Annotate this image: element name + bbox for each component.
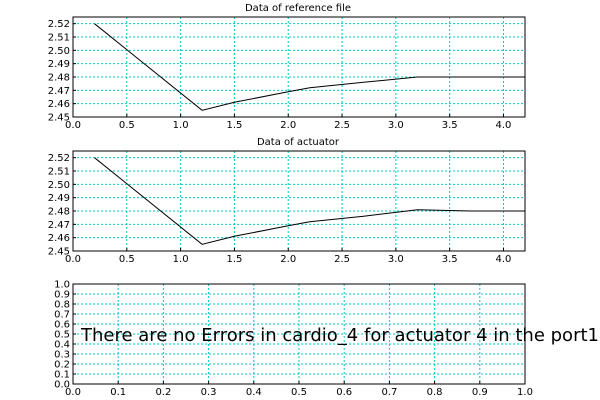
actuator-plot-x-tick-label: 1.0 [173,254,189,265]
actuator-plot-ticks: 0.0 0.5 1.0 1.5 2.0 2.5 3.0 3.5 4.0 2.45 2.46 2.47 2… [48,153,512,265]
actuator-plot-y-tick-label: 2.49 [48,193,70,204]
reference-plot-y-tick-label: 2.45 [48,113,70,124]
error-status-plot-x-tick-label: 1.0 [517,387,533,398]
reference-plot-y-tick-label: 2.49 [48,59,70,70]
reference-plot-y-tick-label: 2.46 [48,99,70,110]
error-status-plot-y-tick-label: 0.3 [54,350,70,361]
error-status-plot-ticks: 0.0 0.1 0.2 0.3 0.4 0.5 0.6 0.7 0.8 0.9 1.00.00.10… [54,280,533,399]
error-status-plot-x-tick-label: 0.5 [291,387,307,398]
reference-plot-y-tick-label: 2.52 [48,19,70,30]
reference-plot-frame [72,16,526,118]
error-status-plot-y-tick-label: 1.0 [54,280,70,291]
actuator-plot-y-tick-label: 2.46 [48,233,70,244]
error-status-plot-y-tick-label: 0.0 [54,380,70,391]
reference-plot-y-tick-label: 2.48 [48,73,70,84]
error-status-plot-x-tick-label: 0.8 [427,387,443,398]
error-status-plot-x-tick-label: 0.1 [110,387,126,398]
error-status-plot-x-tick-label: 0.9 [472,387,488,398]
reference-plot-title: Data of reference file [245,3,351,14]
actuator-plot-y-tick-label: 2.48 [48,207,70,218]
reference-plot-series [94,23,525,111]
actuator-plot-y-tick-label: 2.45 [48,247,70,258]
error-status-plot-y-tick-label: 0.1 [54,370,70,381]
error-status-plot-y-tick-label: 0.7 [54,310,70,321]
actuator-plot-y-tick-label: 2.47 [48,220,70,231]
error-status-plot-y-tick-label: 0.8 [54,300,70,311]
actuator-plot-title: Data of actuator [257,137,340,148]
actuator-plot-y-tick-label: 2.52 [48,153,70,164]
reference-plot-y-tick-label: 2.47 [48,86,70,97]
error-status-plot-x-tick-label: 0.0 [65,387,81,398]
reference-plot-x-tick-label: 3.0 [388,120,404,131]
actuator-plot-x-tick-label: 4.0 [496,254,512,265]
actuator-plot-x-tick-label: 3.0 [388,254,404,265]
reference-plot-series-line [94,23,525,111]
reference-plot-x-tick-label: 2.5 [334,120,350,131]
actuator-plot-x-tick-label: 2.5 [334,254,350,265]
actuator-plot-x-tick-label: 3.5 [442,254,458,265]
actuator-plot-frame [72,150,526,252]
error-status-plot-y-tick-label: 0.9 [54,290,70,301]
error-status-plot: 0.0 0.1 0.2 0.3 0.4 0.5 0.6 0.7 0.8 0.9 1.00.00.10… [54,280,599,399]
reference-plot-y-tick-label: 2.51 [48,33,70,44]
error-status-plot-y-tick-label: 0.4 [54,340,70,351]
actuator-plot: Data of actuator 0.0 0.5 1.0 1.5 2.0 2.5 3.0 3.… [48,137,526,265]
error-status-plot-y-tick-label: 0.5 [54,330,70,341]
error-status-plot-x-tick-label: 0.6 [336,387,352,398]
reference-plot-x-tick-label: 1.5 [226,120,242,131]
error-status-plot-grid [73,284,525,384]
reference-plot: Data of reference file 0.0 0.5 1.0 1.5 2.0 2.… [48,3,526,131]
actuator-plot-x-tick-label: 2.0 [280,254,296,265]
actuator-plot-x-tick-label: 0.5 [119,254,135,265]
error-status-plot-x-tick-label: 0.4 [246,387,262,398]
actuator-plot-y-tick-label: 2.50 [48,180,70,191]
reference-plot-ticks: 0.0 0.5 1.0 1.5 2.0 2.5 3.0 3.5 4.0 2.45 2.46 2.47 2… [48,19,512,131]
error-status-plot-x-tick-label: 0.3 [201,387,217,398]
reference-plot-grid [73,17,525,117]
reference-plot-y-tick-label: 2.50 [48,46,70,57]
reference-plot-x-tick-label: 1.0 [173,120,189,131]
reference-plot-x-tick-label: 3.5 [442,120,458,131]
error-status-plot-y-tick-label: 0.2 [54,360,70,371]
error-status-plot-x-tick-label: 0.7 [381,387,397,398]
actuator-plot-series [94,157,525,245]
actuator-plot-x-tick-label: 0.0 [65,254,81,265]
reference-plot-x-tick-label: 0.0 [65,120,81,131]
actuator-plot-y-tick-label: 2.51 [48,167,70,178]
actuator-plot-series-line [94,157,525,245]
actuator-plot-x-tick-label: 1.5 [226,254,242,265]
actuator-plot-grid [73,151,525,251]
error-status-message: There are no Errors in cardio_4 for actu… [80,325,599,346]
error-status-plot-y-tick-label: 0.6 [54,320,70,331]
reference-plot-x-tick-label: 4.0 [496,120,512,131]
reference-plot-x-tick-label: 0.5 [119,120,135,131]
reference-plot-x-tick-label: 2.0 [280,120,296,131]
error-status-plot-x-tick-label: 0.2 [155,387,171,398]
